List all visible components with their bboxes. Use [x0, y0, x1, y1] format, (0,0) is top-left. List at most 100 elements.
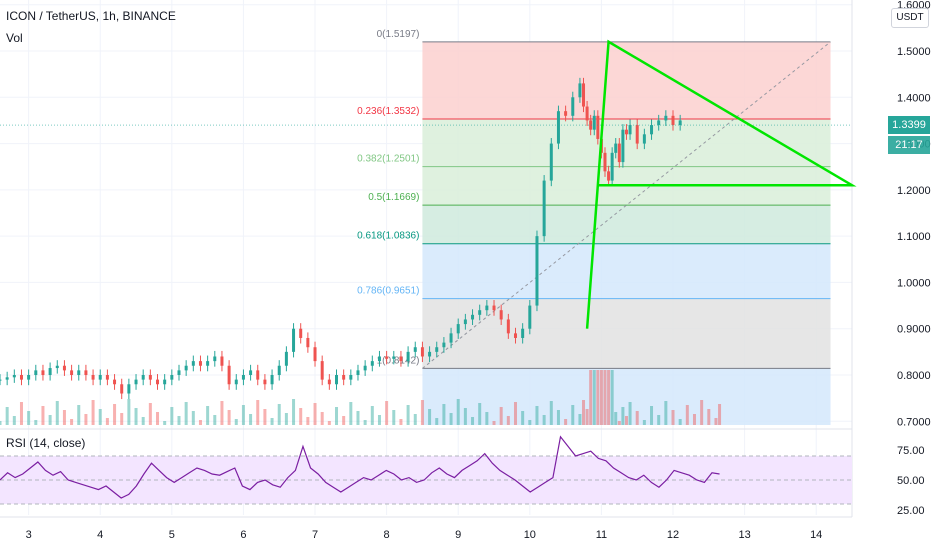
candle-body [542, 180, 546, 237]
volume-bar [607, 370, 611, 425]
volume-bar [657, 415, 661, 425]
volume-label: Vol [6, 31, 23, 45]
bar-countdown-tag: 21:17 [888, 136, 930, 154]
time-tick-label: 7 [312, 529, 318, 541]
volume-bar [206, 406, 210, 425]
volume-bar [77, 405, 81, 425]
fib-level-label: 0(1.5197) [377, 29, 420, 40]
candle-body [299, 328, 303, 338]
time-tick-label: 14 [810, 529, 822, 541]
volume-bar [105, 418, 109, 425]
candle-body [589, 120, 593, 130]
volume-bar [621, 407, 625, 425]
candle-body [98, 375, 102, 380]
volume-bar [399, 419, 403, 425]
volume-bar [198, 420, 202, 425]
volume-bar [585, 409, 589, 425]
candle-body [428, 351, 432, 357]
volume-bar [542, 415, 546, 425]
candle-body [642, 134, 646, 144]
candle-body [184, 365, 188, 371]
time-tick-label: 8 [384, 529, 390, 541]
volume-bar [263, 409, 267, 425]
candle-body [471, 314, 475, 320]
candle-body [313, 347, 317, 362]
volume-bar [177, 416, 181, 425]
volume-bar [456, 399, 460, 425]
candle-body [27, 375, 31, 380]
volume-bar [413, 414, 417, 425]
volume-bar [156, 412, 160, 425]
price-tick-label: 1.2000 [897, 185, 931, 197]
volume-bar [163, 421, 167, 425]
volume-bar [349, 402, 353, 425]
candle-body [635, 125, 639, 144]
volume-bar [692, 414, 696, 425]
candle-body [113, 379, 117, 385]
volume-bar [256, 400, 260, 425]
fib-level-label: 0.382(1.2501) [357, 154, 419, 165]
currency-button[interactable]: USDT [891, 8, 929, 28]
volume-bar [292, 399, 296, 425]
candle-body [399, 356, 403, 362]
volume-bar [385, 401, 389, 425]
price-tick-label: 0.9000 [897, 324, 931, 336]
fib-level-label: 0.236(1.3532) [357, 106, 419, 117]
candlestick-series [0, 77, 852, 400]
volume-bar [578, 414, 582, 425]
candle-body [628, 125, 632, 135]
volume-bar [227, 410, 231, 425]
candle-body [349, 375, 353, 380]
price-tick-label: 1.5000 [897, 46, 931, 58]
time-tick-label: 5 [169, 529, 175, 541]
candle-body [521, 328, 525, 338]
candle-body [5, 377, 9, 380]
candle-body [513, 333, 517, 338]
candle-body [191, 361, 195, 366]
candle-body [148, 375, 152, 380]
candle-body [535, 236, 539, 306]
volume-bar [320, 412, 324, 425]
price-tick-label: 1.0000 [897, 277, 931, 289]
time-tick-label: 10 [524, 529, 536, 541]
fib-zone [422, 243, 831, 299]
fib-level-label: 0.618(1.0836) [357, 231, 419, 242]
volume-bar [463, 408, 467, 425]
volume-bar [700, 400, 704, 425]
volume-bar [12, 416, 16, 425]
price-tick-label: 0.7000 [897, 416, 931, 428]
candle-body [617, 143, 621, 163]
rsi-tick-label: 75.00 [897, 445, 925, 457]
candle-body [596, 115, 600, 139]
candle-body [578, 83, 582, 98]
volume-bar [5, 407, 9, 425]
volume-bar [556, 410, 560, 425]
triangle-drawing[interactable] [585, 39, 857, 329]
volume-bar [127, 399, 131, 425]
volume-bar [642, 420, 646, 425]
candle-body [392, 356, 396, 359]
volume-bar [277, 404, 281, 425]
rsi-tick-label: 50.00 [897, 475, 925, 487]
candle-body [120, 384, 124, 394]
fibonacci-retracement[interactable]: 0(1.5197) 0.236(1.3532) 0.382(1.2501) 0.5(1… [357, 29, 831, 425]
candle-body [327, 379, 331, 385]
volume-bar [377, 415, 381, 425]
candle-body [356, 370, 360, 375]
volume-bar [213, 415, 217, 425]
candle-body [370, 361, 374, 366]
volume-bar [628, 402, 632, 425]
candle-body [77, 370, 81, 375]
candle-body [528, 305, 532, 329]
candle-body [127, 384, 131, 394]
candle-body [270, 375, 274, 385]
candle-body [170, 375, 174, 380]
volume-bar [220, 401, 224, 425]
time-tick-label: 13 [738, 529, 750, 541]
volume-bar [84, 414, 88, 425]
time-tick-label: 4 [97, 529, 103, 541]
candle-body [585, 106, 589, 121]
volume-bar [596, 370, 600, 425]
candle-body [449, 333, 453, 343]
